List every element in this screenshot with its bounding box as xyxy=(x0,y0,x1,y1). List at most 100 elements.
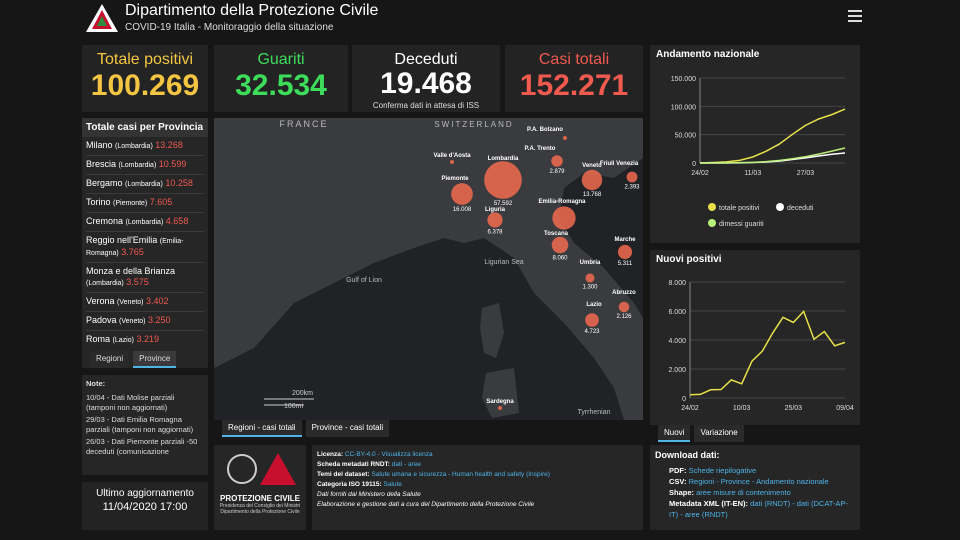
province-row[interactable]: Brescia (Lombardia) 10.599 xyxy=(86,156,204,175)
license-row: Elaborazione e gestione dati a cura del … xyxy=(317,500,638,510)
province-title: Totale casi per Provincia xyxy=(82,118,208,137)
y-tick-label: 150.000 xyxy=(671,76,696,83)
download-link[interactable]: Regioni - Province - Andamento nazionale xyxy=(688,477,829,486)
province-value: 3.250 xyxy=(148,315,171,325)
region-label: Emilia-Romagna xyxy=(538,199,586,205)
license-link[interactable]: dati - aree xyxy=(391,461,422,468)
province-row[interactable]: Reggio nell'Emilia (Emilia-Romagna) 3.76… xyxy=(86,232,204,263)
region-value: 4.723 xyxy=(584,329,600,335)
y-tick-label: 100.000 xyxy=(671,104,696,111)
province-row[interactable]: Cremona (Lombardia) 4.658 xyxy=(86,213,204,232)
region-label: P.A. Trento xyxy=(525,146,556,152)
tab[interactable]: Variazione xyxy=(694,425,744,442)
y-tick-label: 6.000 xyxy=(668,309,686,316)
download-link[interactable]: aree misure di contenimento xyxy=(696,488,791,497)
region-value: 57.592 xyxy=(494,201,513,207)
map-bubble xyxy=(585,313,599,327)
chart-title: Andamento nazionale xyxy=(656,49,760,60)
province-name: Reggio nell'Emilia xyxy=(86,235,158,245)
license-link[interactable]: Salute xyxy=(383,481,402,488)
province-row[interactable]: Bergamo (Lombardia) 10.258 xyxy=(86,175,204,194)
region-label: P.A. Bolzano xyxy=(527,127,563,133)
license-row: Temi del dataset: Salute umana e sicurez… xyxy=(317,470,638,480)
land xyxy=(214,118,643,420)
update-label: Ultimo aggiornamento xyxy=(96,488,194,499)
notes-title: Note: xyxy=(86,379,106,388)
province-row[interactable]: Torino (Piemonte) 7.605 xyxy=(86,194,204,213)
download-label: PDF: xyxy=(669,466,687,475)
map-bubble xyxy=(498,406,502,410)
x-tick-label: 10/03 xyxy=(733,405,751,412)
map-bubble xyxy=(618,301,630,313)
logo-panel: PROTEZIONE CIVILE Presidenza del Consigli… xyxy=(214,445,306,530)
emblem-triangle xyxy=(260,453,296,485)
logo-icon xyxy=(86,4,118,32)
map-bubble xyxy=(581,169,603,191)
map-bubble xyxy=(451,183,473,205)
province-row[interactable]: Milano (Lombardia) 13.268 xyxy=(86,137,204,156)
x-tick-label: 24/02 xyxy=(681,405,699,412)
download-label: CSV: xyxy=(669,477,687,486)
kpi-label: Casi totali xyxy=(538,51,610,68)
province-row[interactable]: Roma (Lazio) 3.219 xyxy=(86,331,204,347)
tab[interactable]: Regioni - casi totali xyxy=(222,420,302,437)
scale-label: 100mi xyxy=(284,403,304,410)
region-value: 2.126 xyxy=(616,314,632,320)
x-tick-label: 09/04 xyxy=(836,405,854,412)
license-link[interactable]: Salute umana e sicurezza - Human health … xyxy=(371,471,550,478)
province-value: 7.605 xyxy=(149,197,173,207)
y-tick-label: 0 xyxy=(682,396,686,403)
tab[interactable]: Nuovi xyxy=(658,425,691,442)
download-link[interactable]: Schede riepilogative xyxy=(688,466,757,475)
region-label: Piemonte xyxy=(441,176,469,182)
x-tick-label: 25/03 xyxy=(785,405,803,412)
data-line xyxy=(689,309,846,396)
license-link[interactable]: CC-BY-4.0 - Visualizza licenza xyxy=(344,451,433,458)
download-link[interactable]: dati (RNDT) - dati (DCAT-AP-IT) - aree (… xyxy=(669,499,848,519)
license-row: Licenza: CC-BY-4.0 - Visualizza licenza xyxy=(317,450,638,460)
menu-button[interactable] xyxy=(848,10,862,22)
province-panel: Totale casi per Provincia Milano (Lombard… xyxy=(82,118,208,368)
province-region: (Veneto) xyxy=(119,318,146,325)
y-tick-label: 2.000 xyxy=(668,367,686,374)
region-label: Toscana xyxy=(544,231,569,237)
map-label: SWITZERLAND xyxy=(434,120,513,129)
region-label: Valle d'Aosta xyxy=(433,153,471,159)
map-label: Tyrrhenian xyxy=(577,409,610,416)
kpi-value: 100.269 xyxy=(90,69,200,102)
download-row: CSV: Regioni - Province - Andamento nazi… xyxy=(655,476,855,487)
province-name: Cremona xyxy=(86,216,124,226)
map-panel: FRANCE SWITZERLAND Gulf of Lion Ligurian Se… xyxy=(214,118,643,420)
license-row: Categoria ISO 19115: Salute xyxy=(317,480,638,490)
region-label: Marche xyxy=(614,237,636,243)
kpi-label: Deceduti xyxy=(394,51,458,68)
note-line: 10/04 - Dati Molise parziali (tamponi no… xyxy=(86,393,175,412)
province-name: Padova xyxy=(86,315,117,325)
kpi-label: Totale positivi xyxy=(96,51,194,68)
y-tick-label: 8.000 xyxy=(668,280,686,287)
download-label: Metadata XML (IT-EN): xyxy=(669,499,749,508)
province-value: 4.658 xyxy=(165,216,189,226)
download-row: Metadata XML (IT-EN): dati (RNDT) - dati… xyxy=(655,498,855,520)
license-label: Temi del dataset: xyxy=(317,471,370,478)
map-bubble xyxy=(585,273,595,283)
province-region: (Lazio) xyxy=(112,337,134,344)
chart-panel: Nuovi positivi 0 2.000 4.000 6.000 8.000 24/02… xyxy=(650,250,860,425)
province-row[interactable]: Monza e della Brianza (Lombardia) 3.575 xyxy=(86,263,204,293)
province-row[interactable]: Padova (Veneto) 3.250 xyxy=(86,312,204,331)
license-label: Scheda metadati RNDT: xyxy=(317,461,390,468)
tab[interactable]: Regioni xyxy=(90,351,130,368)
tab[interactable]: Province - casi totali xyxy=(305,420,390,437)
province-value: 10.599 xyxy=(158,159,187,169)
tab[interactable]: Province xyxy=(133,351,177,368)
chart-tabs: Nuovi Variazione xyxy=(658,425,744,442)
region-label: Umbria xyxy=(580,260,601,266)
license-label: Licenza: xyxy=(317,451,344,458)
map[interactable]: FRANCE SWITZERLAND Gulf of Lion Ligurian Se… xyxy=(214,118,643,420)
license-label: Categoria ISO 19115: xyxy=(317,481,382,488)
kpi-value: 32.534 xyxy=(235,69,327,102)
region-label: Veneto xyxy=(582,163,602,169)
map-tabs: Regioni - casi totali Province - casi tot… xyxy=(222,420,390,437)
chart: Nuovi positivi 0 2.000 4.000 6.000 8.000 24/02… xyxy=(656,254,854,412)
province-row[interactable]: Verona (Veneto) 3.402 xyxy=(86,293,204,312)
